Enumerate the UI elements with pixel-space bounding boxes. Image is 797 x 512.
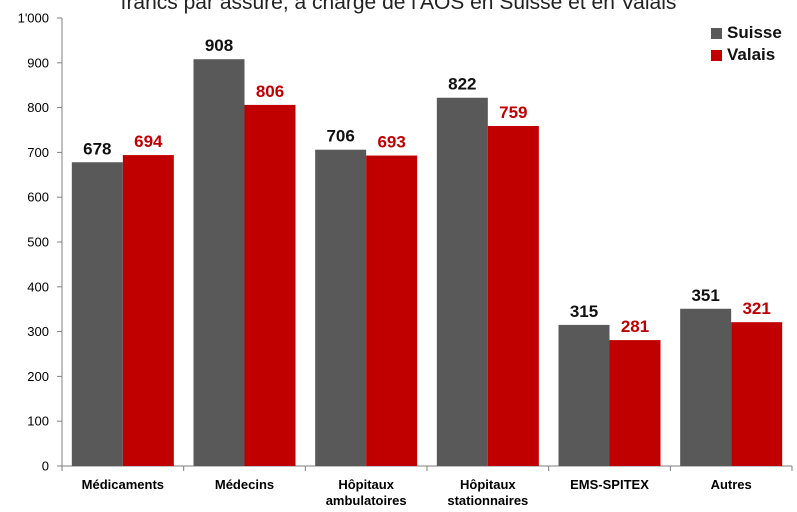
bar-suisse-hopitaux-ambulatoires bbox=[315, 149, 367, 466]
x-tick-label: Médicaments bbox=[82, 477, 164, 492]
data-label-suisse-autres: 351 bbox=[691, 286, 719, 305]
y-tick-label: 500 bbox=[27, 235, 49, 250]
bar-valais-medicaments bbox=[122, 155, 174, 466]
y-tick-label: 700 bbox=[27, 145, 49, 160]
x-tick-label: Hôpitaux bbox=[338, 477, 394, 492]
y-tick-label: 900 bbox=[27, 55, 49, 70]
legend-swatch-valais bbox=[711, 49, 722, 61]
data-label-suisse-medecins: 908 bbox=[205, 36, 233, 55]
y-tick-label: 0 bbox=[42, 459, 49, 474]
x-tick-label: stationnaires bbox=[447, 493, 528, 508]
legend-label-valais: Valais bbox=[727, 45, 776, 64]
data-label-valais-autres: 321 bbox=[742, 299, 770, 318]
bar-suisse-medecins bbox=[193, 59, 245, 466]
data-label-suisse-medicaments: 678 bbox=[83, 139, 111, 158]
y-tick-label: 100 bbox=[27, 414, 49, 429]
y-tick-label: 800 bbox=[27, 100, 49, 115]
legend-item-suisse: Suisse bbox=[711, 22, 782, 44]
legend-swatch-suisse bbox=[711, 27, 722, 39]
y-tick-label: 1'000 bbox=[18, 11, 49, 26]
bar-valais-medecins bbox=[244, 104, 296, 467]
y-tick-label: 200 bbox=[27, 369, 49, 384]
data-label-valais-hopitaux-stationnaires: 759 bbox=[499, 103, 527, 122]
data-label-suisse-hopitaux-ambulatoires: 706 bbox=[326, 127, 354, 146]
data-label-valais-medecins: 806 bbox=[256, 82, 284, 101]
bar-suisse-ems-spitex bbox=[558, 324, 610, 466]
y-tick-label: 300 bbox=[27, 324, 49, 339]
legend-item-valais: Valais bbox=[711, 44, 782, 66]
x-tick-label: Hôpitaux bbox=[460, 477, 516, 492]
bar-suisse-autres bbox=[680, 308, 732, 466]
bar-valais-autres bbox=[731, 322, 783, 466]
legend-label-suisse: Suisse bbox=[727, 23, 782, 42]
x-tick-label: ambulatoires bbox=[326, 493, 407, 508]
x-tick-label: Médecins bbox=[215, 477, 274, 492]
bar-valais-hopitaux-stationnaires bbox=[487, 125, 539, 466]
data-label-valais-ems-spitex: 281 bbox=[621, 317, 649, 336]
y-tick-label: 600 bbox=[27, 190, 49, 205]
data-label-valais-medicaments: 694 bbox=[134, 132, 163, 151]
data-label-valais-hopitaux-ambulatoires: 693 bbox=[377, 133, 405, 152]
chart-title: francs par assuré, à charge de l'AOS en … bbox=[120, 0, 677, 14]
y-tick-label: 400 bbox=[27, 279, 49, 294]
bar-valais-hopitaux-ambulatoires bbox=[366, 155, 418, 466]
x-tick-label: Autres bbox=[711, 477, 752, 492]
bar-suisse-hopitaux-stationnaires bbox=[436, 97, 488, 466]
data-label-suisse-hopitaux-stationnaires: 822 bbox=[448, 75, 476, 94]
x-tick-label: EMS-SPITEX bbox=[570, 477, 649, 492]
legend: Suisse Valais bbox=[711, 22, 782, 66]
data-label-suisse-ems-spitex: 315 bbox=[570, 302, 598, 321]
bar-valais-ems-spitex bbox=[609, 340, 661, 466]
bar-suisse-medicaments bbox=[71, 162, 123, 467]
